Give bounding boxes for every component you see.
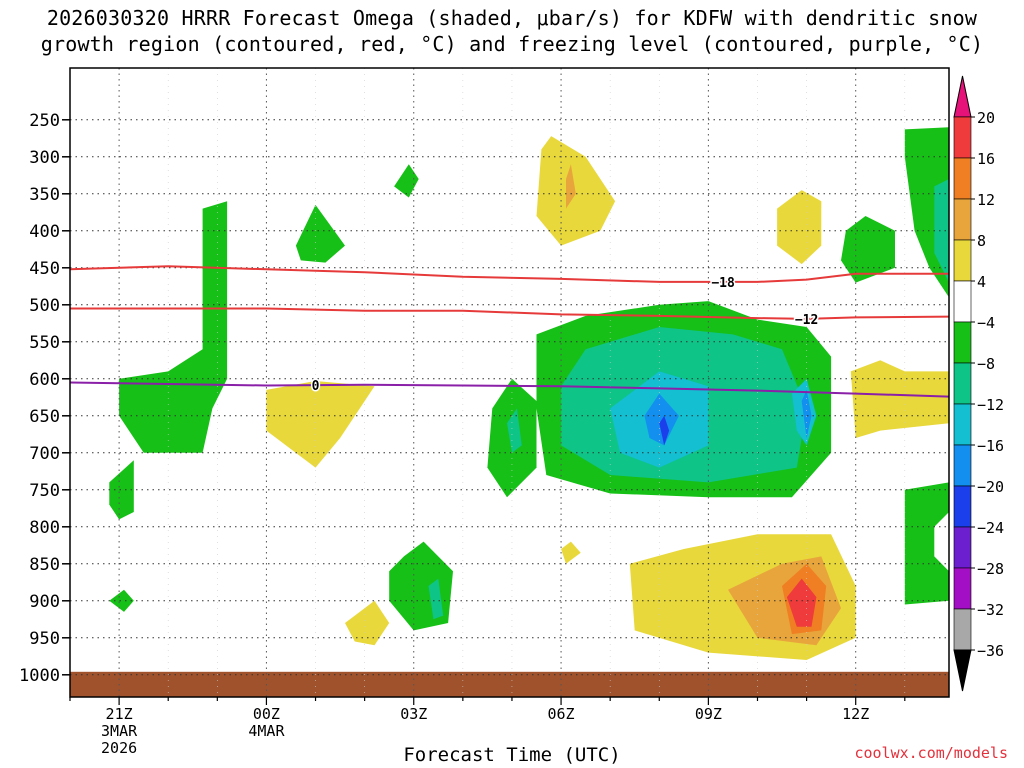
omega-region-20 xyxy=(536,136,616,246)
y-axis: 250 300 350 400 450 500 550 600 650 700 750 800 850 9… xyxy=(19,111,70,686)
x-tick-label-21Z: 21Z xyxy=(106,705,133,723)
colorbar-label-7: −12 xyxy=(977,396,1004,414)
colorbar-label-8: −16 xyxy=(977,437,1004,455)
omega-region-8 xyxy=(841,216,895,283)
colorbar-label-3: 8 xyxy=(977,232,986,250)
contour-label-0: −18 xyxy=(711,276,735,291)
colorbar-swatch-0 xyxy=(953,116,972,159)
omega-region-2 xyxy=(394,164,419,198)
omega-region-18 xyxy=(801,389,812,438)
x-tick-year-21Z: 2026 xyxy=(101,739,137,757)
y-tick-label-750: 750 xyxy=(29,481,60,501)
colorbar-label-13: −36 xyxy=(977,642,1004,660)
ground-below-surface xyxy=(70,671,949,697)
contour-label-1: −12 xyxy=(795,313,818,328)
x-tick-label-06Z: 06Z xyxy=(548,705,575,723)
colorbar-label-4: 4 xyxy=(977,273,986,291)
omega-region-23 xyxy=(850,360,949,438)
omega-region-14 xyxy=(428,578,444,620)
omega-region-19 xyxy=(659,415,670,446)
colorbar-swatch-8 xyxy=(953,444,972,487)
colorbar-arrow-bottom xyxy=(953,649,972,692)
omega-region-4 xyxy=(109,589,134,612)
colorbar-swatch-10 xyxy=(953,526,972,569)
y-tick-label-550: 550 xyxy=(29,333,60,353)
omega-region-25 xyxy=(345,600,390,646)
colorbar-label-5: −4 xyxy=(977,314,995,332)
omega-region-21 xyxy=(777,190,822,265)
contour-line-2 xyxy=(69,381,950,398)
omega-region-27 xyxy=(566,164,576,209)
contour-line-0 xyxy=(69,265,949,283)
chart-title-line2: growth region (contoured, red, °C) and f… xyxy=(40,32,984,56)
colorbar-swatch-1 xyxy=(953,157,972,200)
contour-line-1 xyxy=(70,307,950,320)
x-tick-date-00Z: 4MAR xyxy=(248,722,285,740)
contour-lines: −18 −12 0 xyxy=(69,265,950,398)
colorbar-swatch-9 xyxy=(953,485,972,528)
x-axis-title: Forecast Time (UTC) xyxy=(403,744,621,766)
y-tick-label-800: 800 xyxy=(29,518,60,538)
x-tick-date-21Z: 3MAR xyxy=(101,722,138,740)
colorbar-label-2: 12 xyxy=(977,191,995,209)
colorbar-label-1: 16 xyxy=(977,150,995,168)
colorbar-swatch-2 xyxy=(953,198,972,241)
ground-layer xyxy=(70,671,949,697)
y-tick-label-450: 450 xyxy=(29,259,60,279)
y-tick-label-350: 350 xyxy=(29,185,60,205)
y-tick-label-1000: 1000 xyxy=(19,666,60,686)
omega-region-5 xyxy=(389,541,453,631)
y-tick-label-850: 850 xyxy=(29,555,60,575)
omega-shading xyxy=(109,127,949,660)
omega-region-3 xyxy=(109,460,134,520)
colorbar-label-12: −32 xyxy=(977,601,1004,619)
y-tick-label-650: 650 xyxy=(29,407,60,427)
y-tick-label-700: 700 xyxy=(29,444,60,464)
omega-region-30 xyxy=(786,578,817,627)
colorbar: 20 16 12 8 4 −4 −8 −12 −16 −20 −24 −28 −32 −36 xyxy=(953,75,1004,692)
omega-region-0 xyxy=(119,201,228,453)
colorbar-swatch-6 xyxy=(953,362,972,405)
chart-title-line1: 2026030320 HRRR Forecast Omega (shaded, … xyxy=(46,6,978,30)
colorbar-swatch-4 xyxy=(953,280,972,323)
x-tick-label-00Z: 00Z xyxy=(253,705,280,723)
colorbar-swatch-5 xyxy=(953,321,972,364)
colorbar-arrow-top xyxy=(953,75,972,118)
omega-region-12 xyxy=(934,179,949,283)
x-tick-label-03Z: 03Z xyxy=(400,705,427,723)
omega-region-22 xyxy=(266,381,375,468)
x-tick-label-09Z: 09Z xyxy=(695,705,722,723)
omega-region-17 xyxy=(644,393,679,446)
omega-region-1 xyxy=(295,204,345,263)
colorbar-label-0: 20 xyxy=(977,109,995,127)
colorbar-swatch-7 xyxy=(953,403,972,446)
omega-region-13 xyxy=(507,408,522,453)
y-tick-label-600: 600 xyxy=(29,370,60,390)
plot-frame xyxy=(69,67,950,698)
y-tick-label-300: 300 xyxy=(29,148,60,168)
y-tick-label-950: 950 xyxy=(29,629,60,649)
y-tick-label-500: 500 xyxy=(29,296,60,316)
colorbar-swatch-12 xyxy=(953,608,972,651)
colorbar-label-10: −24 xyxy=(977,519,1004,537)
omega-region-24 xyxy=(561,541,581,564)
omega-region-10 xyxy=(904,482,949,605)
colorbar-label-11: −28 xyxy=(977,560,1004,578)
contour-label-2: 0 xyxy=(312,379,320,394)
x-tick-label-12Z: 12Z xyxy=(842,705,869,723)
site-credit: coolwx.com/models xyxy=(854,744,1008,762)
colorbar-swatch-3 xyxy=(953,239,972,282)
colorbar-label-6: −8 xyxy=(977,355,995,373)
y-tick-label-400: 400 xyxy=(29,222,60,242)
y-tick-label-250: 250 xyxy=(29,111,60,131)
colorbar-swatch-11 xyxy=(953,567,972,610)
colorbar-label-9: −20 xyxy=(977,478,1004,496)
grid-lines xyxy=(69,68,949,697)
y-tick-label-900: 900 xyxy=(29,592,60,612)
